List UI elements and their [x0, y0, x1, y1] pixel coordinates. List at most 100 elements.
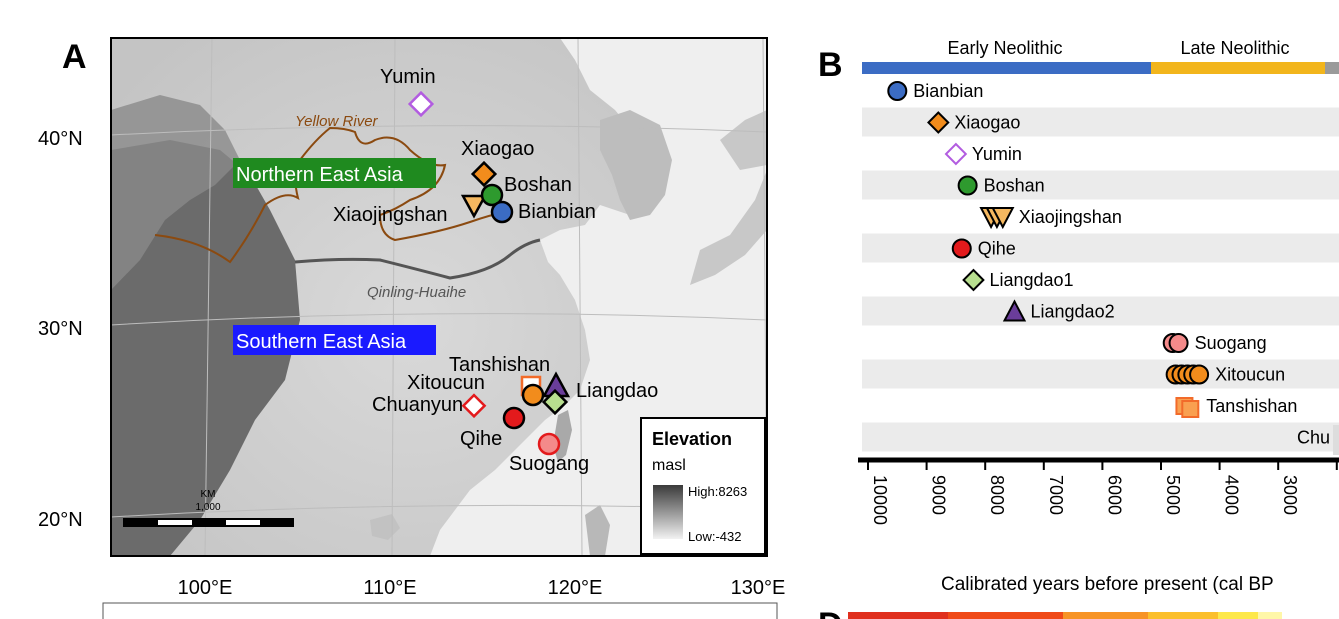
row-label-suogang: Suogang	[1195, 333, 1267, 353]
point-liangdao1	[962, 268, 985, 292]
panel-c-frame-edge	[102, 602, 778, 619]
color-strip-4	[1148, 612, 1218, 619]
period-late-bar	[1151, 62, 1325, 74]
row-band	[862, 359, 1339, 389]
yellow-river	[154, 126, 506, 264]
row-band	[862, 422, 1339, 452]
chuanyun-label: Chuanyun	[372, 394, 463, 416]
x-axis-ticks: 1000090008000700060005000400030002000	[867, 460, 1339, 525]
map: Yellow River Qinling-Huaihe Northern Eas…	[110, 37, 768, 557]
point-xiaogao	[927, 111, 950, 134]
point-bianbian	[887, 81, 908, 101]
scale-bar-seg-1	[158, 520, 192, 525]
row-label-xitoucun: Xitoucun	[1215, 365, 1285, 385]
x-axis-title: Calibrated years before present (cal BP	[941, 574, 1274, 595]
color-strip-3	[1063, 612, 1148, 619]
panel-b-label: B	[818, 46, 843, 84]
legend-high: High:8263	[688, 484, 747, 499]
philippines	[585, 505, 610, 556]
color-strip-5	[1218, 612, 1258, 619]
lon-label-120: 120°E	[548, 577, 603, 599]
row-label-liangdao1: Liangdao1	[989, 270, 1073, 290]
row-labels: Bianbian Xiaogao Yumin Boshan XiaojingshanQi…	[913, 81, 1330, 448]
boshan-marker	[480, 183, 504, 207]
suogang-label: Suogang	[509, 453, 589, 475]
right-edge-mark	[1333, 425, 1339, 455]
site-labels: Yumin Xiaogao Boshan Xiaojingshan Bianbi…	[333, 66, 658, 475]
period-late-label: Late Neolithic	[1180, 38, 1289, 58]
japan-north	[720, 110, 767, 170]
suogang-marker	[537, 432, 561, 456]
row-band	[862, 233, 1339, 263]
legend-gradient	[653, 485, 683, 539]
river-label: Yellow River	[295, 113, 379, 130]
legend-title: Elevation	[652, 429, 732, 449]
lon-label-110: 110°E	[363, 577, 416, 599]
yumin-label: Yumin	[380, 66, 436, 88]
x-tick-label: 8000	[987, 475, 1007, 515]
chart-points	[887, 81, 1210, 418]
xiaojingshan-label: Xiaojingshan	[333, 204, 448, 226]
region-south-box	[233, 325, 436, 355]
bianbian-marker	[490, 200, 514, 224]
point-xitoucun	[1189, 364, 1210, 385]
row-bands	[862, 107, 1339, 452]
liangdao1-marker	[541, 388, 569, 416]
japan	[690, 170, 767, 285]
scale-unit: KM	[201, 489, 216, 500]
panel-a: A	[38, 37, 786, 619]
elevation-legend: Elevation masl High:8263 Low:-432	[640, 417, 766, 555]
panel-d-label-partial: D	[818, 606, 843, 619]
point-qihe	[951, 238, 972, 259]
xiaogao-marker	[470, 160, 498, 188]
korea	[600, 110, 672, 220]
row-label-chu: Chu	[1297, 428, 1330, 448]
row-label-tanshishan: Tanshishan	[1206, 396, 1297, 416]
map-frame	[110, 37, 768, 557]
boundary-label: Qinling-Huaihe	[367, 284, 466, 301]
region-north-label: Northern East Asia	[236, 164, 404, 186]
point-suogang	[1168, 333, 1189, 353]
x-tick-label: 9000	[929, 475, 949, 515]
row-label-bianbian: Bianbian	[913, 81, 983, 101]
x-tick-label: 6000	[1104, 475, 1124, 515]
period-early-bar	[862, 62, 1151, 74]
scale-value: 1,000	[195, 502, 220, 513]
panel-a-label: A	[62, 38, 87, 76]
color-strip-2	[948, 612, 1063, 619]
row-band	[862, 170, 1339, 200]
region-south-label: Southern East Asia	[236, 331, 407, 353]
row-band	[862, 296, 1339, 326]
period-early-label: Early Neolithic	[947, 38, 1062, 58]
row-label-boshan: Boshan	[984, 176, 1045, 196]
period-next-bar	[1325, 62, 1339, 74]
xitoucun-marker	[521, 383, 545, 407]
row-label-xiaojingshan: Xiaojingshan	[1019, 207, 1122, 227]
scale-bar-bg	[123, 518, 294, 527]
qinling-huaihe-line	[294, 238, 541, 280]
x-tick-label: 4000	[1222, 475, 1242, 515]
color-strip-1	[848, 612, 948, 619]
region-north-box	[233, 158, 436, 188]
xiaogao-label: Xiaogao	[461, 138, 534, 160]
boshan-label: Boshan	[504, 174, 572, 196]
xitoucun-label: Xitoucun	[407, 372, 485, 394]
panel-d-edge: D	[818, 606, 1282, 619]
row-label-liangdao2: Liangdao2	[1031, 302, 1115, 322]
lat-label-20: 20°N	[38, 509, 83, 531]
point-tanshishan	[1181, 400, 1200, 418]
tanshishan-label: Tanshishan	[449, 354, 550, 376]
qihe-marker	[502, 406, 526, 430]
panel-b: B Early Neolithic Late Neolithic Bianbia…	[818, 38, 1339, 595]
lon-label-130: 130°E	[731, 577, 786, 599]
x-tick-label: 7000	[1046, 475, 1066, 515]
point-boshan	[957, 175, 978, 196]
plateau-dark	[111, 140, 300, 556]
liangdao-label: Liangdao	[576, 380, 658, 402]
site-markers	[407, 90, 571, 456]
chuanyun-marker	[461, 393, 487, 419]
lon-label-100: 100°E	[178, 577, 233, 599]
point-liangdao2	[1002, 299, 1027, 322]
color-strip-6	[1258, 612, 1282, 619]
